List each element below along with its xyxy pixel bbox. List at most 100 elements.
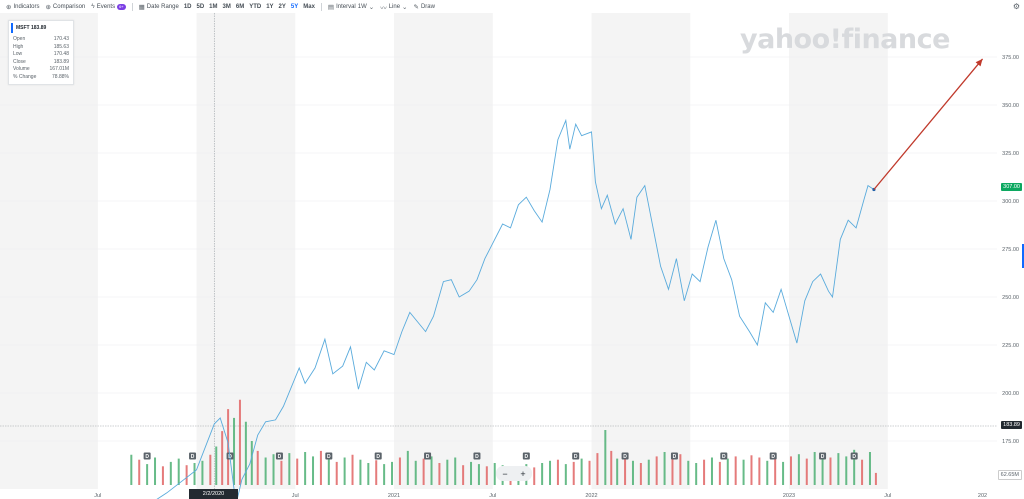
- volume-bar: [485, 466, 488, 485]
- event-marker-label: D: [426, 454, 430, 460]
- volume-bar: [244, 421, 247, 485]
- range-6m[interactable]: 6M: [235, 3, 245, 10]
- volume-bar: [375, 460, 378, 485]
- volume-bar: [477, 464, 480, 485]
- volume-bar: [782, 461, 785, 485]
- volume-bar: [726, 458, 729, 485]
- volume-bar: [367, 463, 370, 485]
- y-tick-label: 225.00: [1002, 343, 1019, 349]
- zoom-out-button[interactable]: −: [502, 468, 508, 479]
- current-price-tag: 307.00: [1001, 183, 1022, 191]
- volume-bar: [774, 458, 777, 485]
- volume-bar: [695, 463, 698, 485]
- volume-bar: [193, 463, 196, 485]
- range-5y[interactable]: 5Y: [290, 3, 299, 10]
- zoom-in-button[interactable]: +: [520, 468, 526, 479]
- settings-gear-icon[interactable]: ⚙: [1012, 2, 1020, 11]
- range-1m[interactable]: 1M: [209, 3, 218, 10]
- volume-bar: [422, 458, 425, 485]
- range-3m[interactable]: 3M: [222, 3, 231, 10]
- event-marker-label: D: [327, 454, 331, 460]
- volume-bar: [335, 461, 338, 485]
- volume-bar: [821, 455, 824, 485]
- volume-bar: [750, 455, 753, 485]
- tooltip-title: MSFT 183.89: [11, 23, 71, 33]
- x-tick-label: Jul: [292, 493, 299, 499]
- volume-bar: [359, 459, 362, 485]
- volume-bar: [813, 452, 816, 485]
- events-button[interactable]: ϟ Events 6+: [91, 3, 126, 10]
- interval-value: 1W: [357, 3, 367, 10]
- volume-bar: [462, 465, 465, 485]
- volume-bar: [616, 458, 619, 485]
- volume-bar: [868, 452, 871, 485]
- indicators-button[interactable]: ⊕ Indicators: [6, 3, 39, 11]
- volume-bar: [797, 454, 800, 485]
- volume-bar: [789, 456, 792, 485]
- range-5d[interactable]: 5D: [196, 3, 205, 10]
- event-marker-label: D: [771, 454, 775, 460]
- event-marker-label: D: [475, 454, 479, 460]
- volume-tag: 62.65M: [997, 470, 1022, 480]
- projection-arrow: [873, 58, 984, 190]
- date-range-button[interactable]: ▦ Date Range: [139, 3, 179, 11]
- volume-bar: [588, 460, 591, 485]
- volume-bar: [572, 461, 575, 485]
- range-2y[interactable]: 2Y: [278, 3, 286, 10]
- y-axis-scroll-handle[interactable]: [1022, 244, 1024, 268]
- volume-bar: [718, 461, 721, 485]
- y-tick-label: 200.00: [1002, 391, 1019, 397]
- tooltip-value: 170.43: [53, 36, 69, 42]
- volume-bar: [564, 464, 567, 485]
- volume-bar: [610, 450, 613, 485]
- volume-bar: [596, 453, 599, 485]
- event-marker-label: D: [722, 454, 726, 460]
- indicators-label: Indicators: [13, 3, 40, 10]
- crosshair-date-tag: 2/2/2020: [189, 489, 238, 499]
- range-1d[interactable]: 1D: [183, 3, 192, 10]
- volume-bar: [446, 459, 449, 485]
- event-marker-label: D: [191, 454, 195, 460]
- chart-toolbar: ⊕ Indicators ⊕ Comparison ϟ Events 6+ ▦ …: [0, 0, 1024, 13]
- calendar-icon: ▦: [138, 3, 145, 11]
- volume-bar: [351, 454, 354, 485]
- range-ytd[interactable]: YTD: [249, 3, 262, 10]
- y-tick-label: 350.00: [1002, 103, 1019, 109]
- comparison-button[interactable]: ⊕ Comparison: [45, 3, 85, 11]
- chart-type-dropdown[interactable]: 〰 Line ⌄: [380, 2, 407, 12]
- event-marker-label: D: [673, 454, 677, 460]
- interval-dropdown[interactable]: ▤ Interval 1W ⌄: [328, 3, 374, 11]
- draw-button[interactable]: ✎ Draw: [414, 3, 435, 11]
- chevron-down-icon: ⌄: [402, 3, 408, 11]
- volume-bar: [161, 466, 164, 485]
- indicators-icon: ⊕: [6, 3, 12, 11]
- volume-bar: [655, 456, 658, 485]
- volume-bar: [853, 449, 856, 485]
- event-marker-d: [850, 452, 858, 460]
- volume-bar: [580, 458, 583, 485]
- line-chart-icon: 〰: [380, 4, 387, 12]
- tooltip-value: 78.88%: [52, 73, 69, 80]
- range-1y[interactable]: 1Y: [266, 3, 274, 10]
- volume-bar: [663, 452, 666, 485]
- volume-bar: [185, 465, 188, 485]
- tooltip-label: Low: [13, 51, 23, 58]
- interval-label: Interval: [336, 3, 356, 10]
- y-tick-label: 375.00: [1002, 55, 1019, 61]
- volume-bar: [430, 456, 433, 485]
- volume-bar: [805, 458, 808, 485]
- y-tick-label: 175.00: [1002, 439, 1019, 445]
- event-marker-d: [374, 452, 382, 460]
- event-marker-d: [189, 452, 197, 460]
- x-axis-labels: Jul 2021 Jul 2022 Jul 2023 Jul 202: [94, 493, 987, 499]
- range-max[interactable]: Max: [303, 3, 315, 10]
- volume-bar: [296, 458, 299, 485]
- volume-bar: [631, 460, 634, 485]
- volume-bar: [169, 461, 172, 485]
- volume-bar: [639, 463, 642, 485]
- tooltip-value: 167.01M: [49, 66, 69, 73]
- tooltip-value: 185.63: [53, 43, 69, 50]
- event-marker-d: [670, 452, 678, 460]
